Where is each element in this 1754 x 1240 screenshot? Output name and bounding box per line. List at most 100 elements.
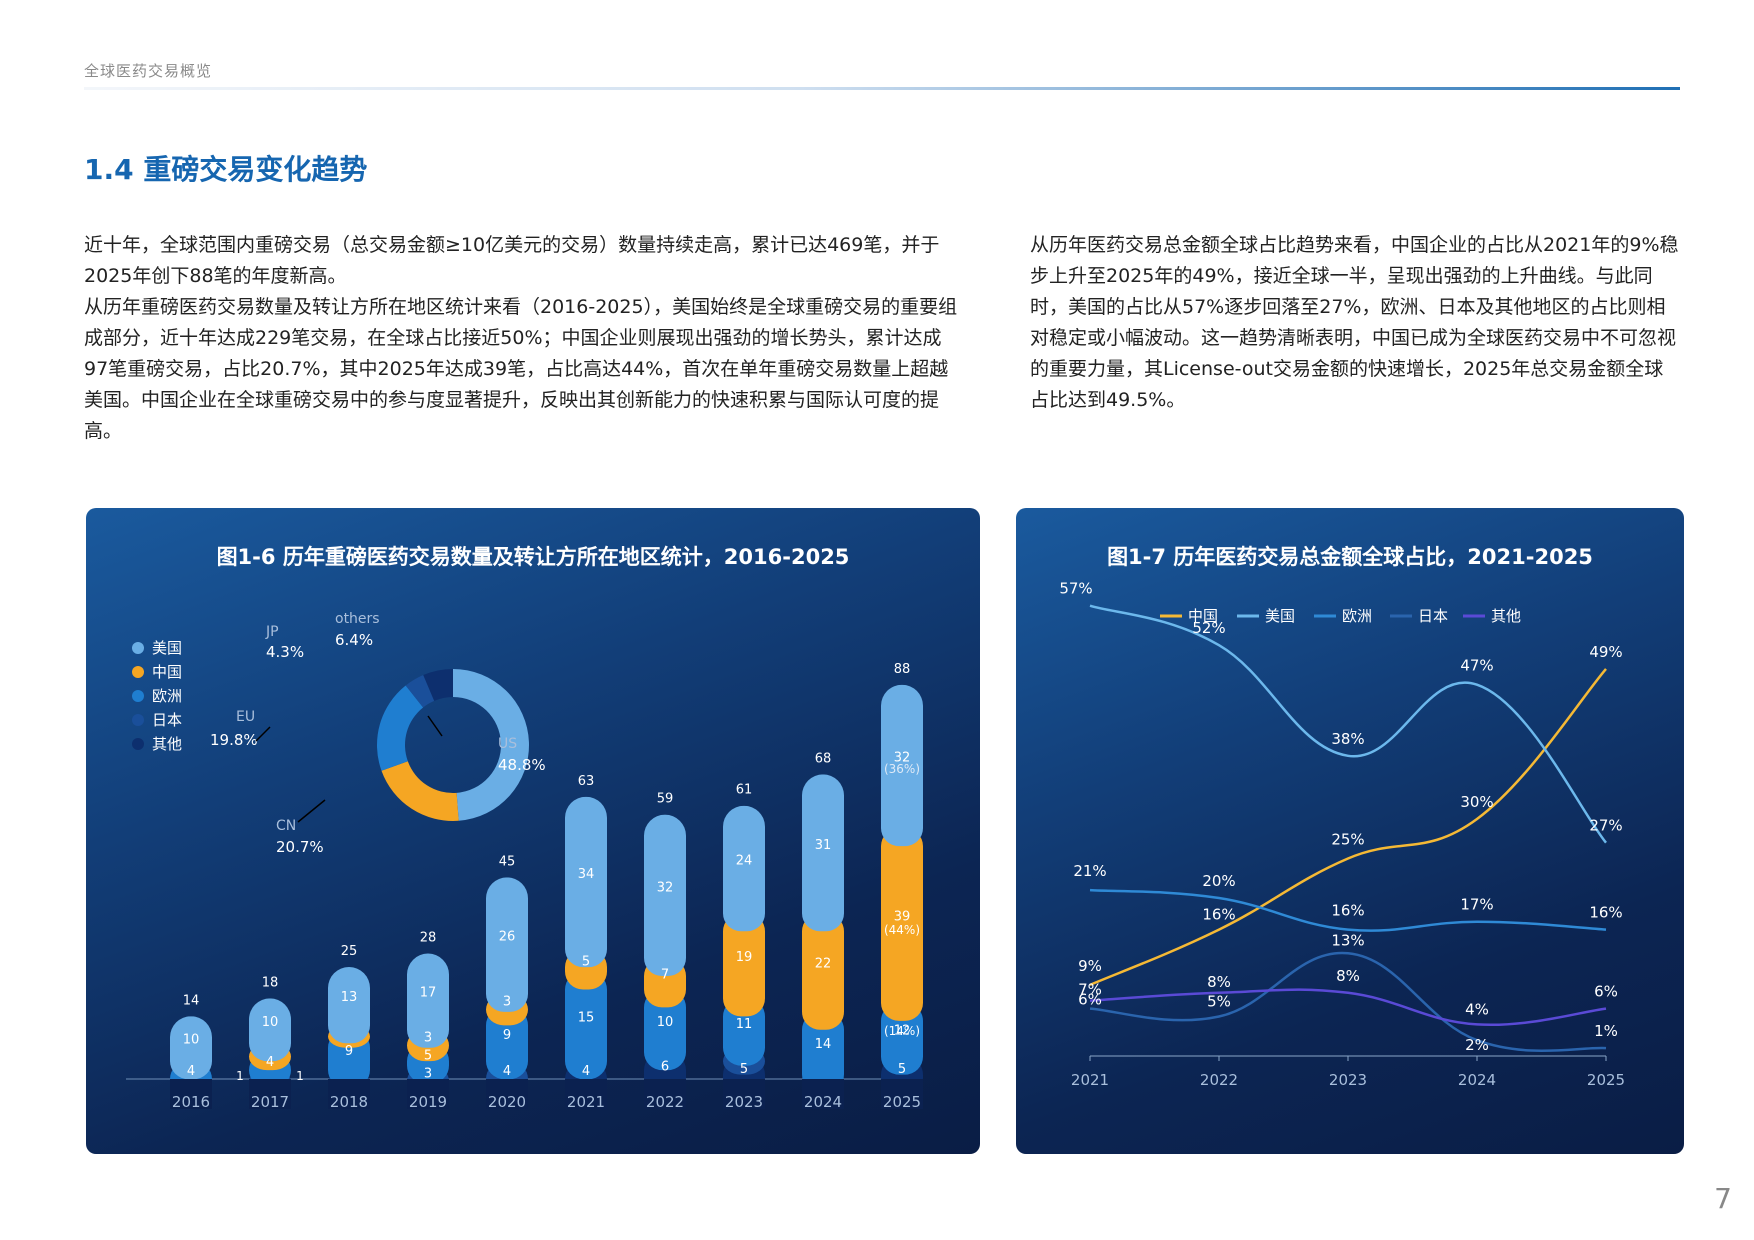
donut-name-CN: CN [276, 818, 296, 834]
bar-segment-欧洲-2024 [802, 1011, 844, 1093]
bar-base-mask-9 [881, 1079, 923, 1109]
bar-segment-美国-2018 [328, 967, 370, 1044]
donut-name-EU: EU [236, 709, 255, 725]
line-legend-label-3: 日本 [1418, 607, 1448, 625]
line-data-label-中国-2023: 25% [1331, 831, 1364, 849]
bar-value-label-美国-2018: 13 [341, 990, 358, 1005]
bar-chart-title: 图1-6 历年重磅医药交易数量及转让方所在地区统计，2016-2025 [217, 545, 850, 569]
bar-value-label-美国-2022: 32 [657, 880, 674, 895]
bar-value-label-欧洲-2023: 11 [736, 1017, 753, 1032]
left-paragraph-2: 从历年重磅医药交易数量及转让方所在地区统计来看（2016-2025），美国始终是… [84, 296, 958, 442]
bar-value-label-欧洲-2021: 15 [578, 1010, 595, 1025]
donut-leader-eu [255, 726, 271, 742]
bar-segment-美国-2017 [249, 998, 291, 1062]
legend-label-0: 美国 [152, 639, 182, 657]
donut-slice-EU [377, 685, 424, 771]
line-chart: 图1-7 历年医药交易总金额全球占比，2021-2025 中国 美国 欧洲 日本 其他 20… [1059, 545, 1625, 1089]
line-data-label-其他-2022: 8% [1207, 973, 1231, 991]
line-data-label-中国-2024: 30% [1460, 793, 1493, 811]
bar-segment-中国-2024 [802, 913, 844, 1030]
bar-x-tick-2023: 2023 [725, 1093, 763, 1111]
bar-extra-2017-right: 1 [296, 1069, 304, 1083]
bar-x-tick-2016: 2016 [172, 1093, 210, 1111]
line-data-label-其他-2025: 6% [1594, 983, 1618, 1001]
line-data-label-美国-2025: 27% [1589, 817, 1622, 835]
bar-total-label-2019: 28 [420, 931, 437, 946]
bar-x-tick-2019: 2019 [409, 1093, 447, 1111]
line-data-label-日本-2021: 6% [1078, 991, 1102, 1009]
legend-label-3: 日本 [152, 711, 182, 729]
line-data-label-美国-2024: 47% [1460, 657, 1493, 675]
bar-total-label-2020: 45 [499, 854, 516, 869]
line-data-label-中国-2021: 9% [1078, 957, 1102, 975]
line-series-中国 [1089, 668, 1607, 987]
bar-segment-欧洲-2021 [565, 971, 607, 1080]
donut-slice-US [453, 669, 530, 821]
bar-total-label-2024: 68 [815, 751, 832, 766]
legend-dot-3 [132, 714, 144, 726]
line-data-label-欧洲-2022: 20% [1202, 872, 1235, 890]
bar-value-label-美国-2016: 10 [183, 1033, 200, 1048]
donut-leader-cn [297, 799, 326, 823]
section-title: 1.4 重磅交易变化趋势 [84, 153, 368, 186]
donut-value-others: 6.4% [335, 631, 373, 649]
bar-chart: 图1-6 历年重磅医药交易数量及转让方所在地区统计，2016-2025 美国中国欧… [126, 545, 923, 1111]
legend-dot-1 [132, 666, 144, 678]
bar-base-mask-2 [328, 1079, 370, 1109]
bar-group-2 [328, 967, 370, 1097]
donut-value-EU: 19.8% [210, 731, 258, 749]
line-data-label-中国-2025: 49% [1589, 643, 1622, 661]
donut-slice-JP [405, 675, 435, 708]
line-data-label-美国-2022: 52% [1192, 619, 1225, 637]
donut-slice-CN [381, 761, 459, 821]
bar-value-label-美国-2025: 32 [894, 750, 911, 765]
bar-value-label-其他-2021: 4 [582, 1064, 590, 1079]
bar-value-label-美国-2019: 17 [420, 986, 437, 1001]
bar-value-label-美国-2020: 26 [499, 930, 516, 945]
bar-segment-中国-2025 [881, 828, 923, 1021]
bar-value-label-中国-2019: 3 [424, 1030, 432, 1045]
bar-segment-美国-2024 [802, 774, 844, 932]
right-paragraph-1: 从历年医药交易总金额全球占比趋势来看，中国企业的占比从2021年的9%稳步上升至… [1030, 234, 1679, 411]
line-data-label-美国-2023: 38% [1331, 730, 1364, 748]
donut-name-US: US [498, 736, 517, 752]
legend-dot-4 [132, 738, 144, 750]
line-data-label-日本-2024: 2% [1465, 1036, 1489, 1054]
line-x-tick-2022: 2022 [1200, 1071, 1238, 1089]
line-chart-title: 图1-7 历年医药交易总金额全球占比，2021-2025 [1107, 545, 1593, 569]
bar-segment-美国-2022 [644, 814, 686, 977]
bar-x-tick-2024: 2024 [804, 1093, 842, 1111]
bar-group-8 [802, 774, 844, 1097]
line-data-label-其他-2024: 4% [1465, 1000, 1489, 1018]
bar-value-label-中国-2025: 39 [894, 909, 911, 924]
line-series-其他 [1089, 988, 1607, 1027]
line-x-tick-2025: 2025 [1587, 1071, 1625, 1089]
line-data-label-美国-2021: 57% [1059, 580, 1092, 598]
bar-x-tick-2020: 2020 [488, 1093, 526, 1111]
bar-extra-2017-left: 1 [236, 1069, 244, 1083]
bar-extra-2025-cn-pct: (44%) [884, 923, 920, 937]
bar-group-5 [565, 796, 607, 1097]
bar-value-label-欧洲-2020: 9 [503, 1028, 511, 1043]
left-text-column: 近十年，全球范围内重磅交易（总交易金额≥10亿美元的交易）数量持续走高，累计已达… [84, 230, 964, 447]
bar-value-label-欧洲-2025: 12 [894, 1024, 911, 1039]
bar-value-label-美国-2021: 34 [578, 867, 595, 882]
legend-dot-2 [132, 690, 144, 702]
bar-segment-欧洲-2020 [486, 1007, 528, 1080]
bar-segment-美国-2025 [881, 684, 923, 847]
bar-value-label-其他-2025: 5 [898, 1062, 906, 1077]
legend-label-4: 其他 [152, 735, 182, 753]
line-data-label-欧洲-2021: 21% [1073, 862, 1106, 880]
bar-segment-美国-2016 [170, 1016, 212, 1080]
line-data-label-日本-2025: 1% [1594, 1022, 1618, 1040]
bar-base-mask-5 [565, 1079, 607, 1109]
bar-total-label-2018: 25 [341, 944, 358, 959]
bar-value-label-中国-2022: 7 [661, 968, 669, 983]
bar-value-label-美国-2024: 31 [815, 838, 832, 853]
bar-x-tick-2025: 2025 [883, 1093, 921, 1111]
bar-segment-美国-2019 [407, 953, 449, 1048]
page-number: 7 [1714, 1182, 1732, 1215]
bar-total-label-2017: 18 [262, 975, 279, 990]
bar-value-label-美国-2023: 24 [736, 853, 753, 868]
bar-x-tick-2017: 2017 [251, 1093, 289, 1111]
